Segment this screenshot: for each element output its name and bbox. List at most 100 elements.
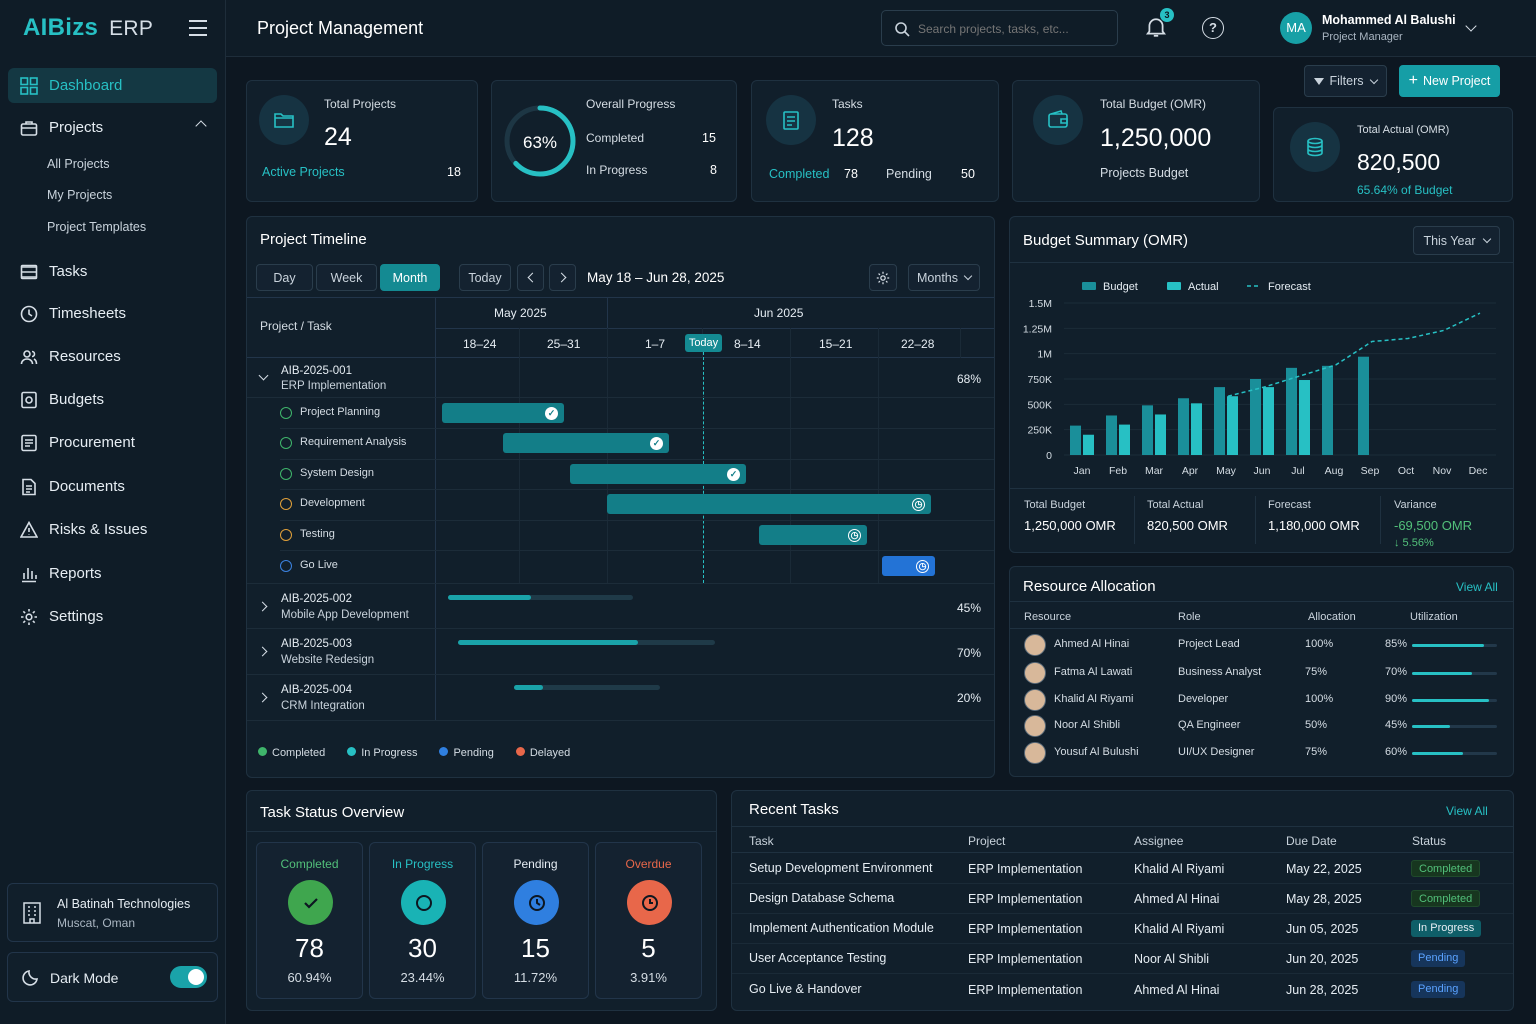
- bar-actual: [1191, 403, 1202, 455]
- search-icon: [895, 22, 910, 37]
- bell-icon: [1145, 18, 1167, 37]
- legend-item: Completed: [258, 747, 325, 759]
- progress-ring: [504, 105, 576, 177]
- forecast-total: Forecast 1,180,000 OMR: [1268, 499, 1360, 533]
- grid-divider: [247, 357, 994, 358]
- sidebar-item-risks-issues[interactable]: Risks & Issues: [8, 512, 217, 547]
- sidebar-item-reports[interactable]: Reports: [8, 556, 217, 591]
- sidebar-item-resources[interactable]: Resources: [8, 339, 217, 374]
- prev-button[interactable]: [517, 264, 544, 291]
- task-label[interactable]: Testing: [300, 528, 335, 540]
- company-card[interactable]: Al Batinah Technologies Muscat, Oman: [7, 883, 218, 942]
- grid-divider: [435, 328, 994, 329]
- view-month-button[interactable]: Month: [380, 264, 440, 291]
- gantt-bar-go-live[interactable]: ◷: [882, 556, 935, 576]
- menu-toggle-icon[interactable]: [189, 20, 207, 36]
- sidebar-item-timesheets[interactable]: Timesheets: [8, 296, 217, 331]
- view-all-link[interactable]: View All: [1456, 580, 1498, 594]
- gantt-bar-development[interactable]: ◷: [607, 494, 931, 514]
- moon-icon: [22, 970, 38, 986]
- task-assignee: Khalid Al Riyami: [1134, 862, 1225, 876]
- week-divider: [607, 328, 608, 583]
- today-button[interactable]: Today: [459, 264, 511, 291]
- document-icon: [22, 478, 36, 495]
- dark-mode-toggle[interactable]: [170, 966, 207, 988]
- task-label[interactable]: Go Live: [300, 559, 338, 571]
- sidebar-item-documents[interactable]: Documents: [8, 469, 217, 504]
- row-divider: [247, 583, 994, 584]
- sidebar-item-settings[interactable]: Settings: [8, 599, 217, 634]
- task-label[interactable]: Development: [300, 497, 365, 509]
- project-code[interactable]: AIB-2025-002: [281, 593, 352, 605]
- panel-divider: [1010, 488, 1513, 489]
- next-button[interactable]: [549, 264, 576, 291]
- gantt-bar-system-design[interactable]: ✓: [570, 464, 746, 484]
- period-select[interactable]: This Year: [1413, 226, 1500, 255]
- x-tick-label: Jul: [1291, 465, 1304, 477]
- avatar: [1024, 742, 1046, 764]
- scale-select[interactable]: Months: [908, 264, 980, 291]
- notifications-button[interactable]: 3: [1145, 8, 1174, 40]
- search-input[interactable]: [918, 19, 1110, 39]
- project-code[interactable]: AIB-2025-004: [281, 684, 352, 696]
- resource-role: UI/UX Designer: [1178, 746, 1255, 758]
- sidebar-item-tasks[interactable]: Tasks: [8, 254, 217, 289]
- filters-button[interactable]: Filters: [1304, 65, 1387, 97]
- coins-icon-wrap: [1290, 122, 1340, 172]
- status-card-completed[interactable]: Completed 78 60.94%: [256, 842, 363, 999]
- sidebar-subitem-my-projects[interactable]: My Projects: [47, 188, 113, 202]
- bar-actual: [1155, 414, 1166, 455]
- chevron-down-icon[interactable]: [1465, 20, 1477, 32]
- sidebar-item-procurement[interactable]: Procurement: [8, 425, 217, 460]
- brand-name: AIBizs: [23, 14, 99, 41]
- task-due-date: Jun 05, 2025: [1286, 922, 1359, 936]
- gantt-bar-testing[interactable]: ◷: [759, 525, 867, 545]
- sidebar-subitem-project-templates[interactable]: Project Templates: [47, 220, 147, 234]
- total-value: 820,500 OMR: [1147, 518, 1228, 533]
- task-label[interactable]: Requirement Analysis: [300, 436, 407, 448]
- gantt-bar-requirement-analysis[interactable]: ✓: [503, 433, 669, 453]
- bar-budget: [1178, 398, 1189, 455]
- gantt-bar-project-planning[interactable]: ✓: [442, 403, 564, 423]
- bar-budget: [1322, 365, 1333, 455]
- status-card-in-progress[interactable]: In Progress 30 23.44%: [369, 842, 476, 999]
- brand-logo[interactable]: AIBizs ERP: [23, 14, 153, 42]
- legend-dot: [347, 747, 357, 756]
- sidebar-item-label: Procurement: [49, 434, 135, 451]
- view-all-link[interactable]: View All: [1446, 804, 1488, 818]
- project-code[interactable]: AIB-2025-001: [281, 365, 352, 377]
- utilization-fill: [1412, 672, 1472, 675]
- task-label[interactable]: System Design: [300, 467, 374, 479]
- chevron-down-icon: [1369, 75, 1378, 84]
- new-project-button[interactable]: + New Project: [1399, 65, 1500, 97]
- gear-icon: [876, 271, 890, 284]
- search-box[interactable]: [881, 10, 1118, 46]
- sidebar-item-label: Resources: [49, 348, 121, 365]
- row-divider: [247, 720, 994, 721]
- avatar[interactable]: MA: [1280, 12, 1312, 44]
- sidebar-item-budgets[interactable]: Budgets: [8, 382, 217, 417]
- chevron-up-icon[interactable]: [195, 120, 207, 132]
- task-label[interactable]: Project Planning: [300, 406, 381, 418]
- view-day-button[interactable]: Day: [256, 264, 313, 291]
- task-project: ERP Implementation: [968, 892, 1083, 906]
- help-icon[interactable]: ?: [1202, 17, 1224, 39]
- column-header: Due Date: [1286, 834, 1337, 848]
- sidebar-item-projects[interactable]: Projects: [8, 110, 217, 145]
- resource-utilization: 90%: [1385, 693, 1408, 705]
- stat-value: 24: [324, 123, 352, 151]
- progress-icon: [401, 880, 446, 925]
- status-card-overdue[interactable]: Overdue 5 3.91%: [595, 842, 702, 999]
- sidebar-subitem-all-projects[interactable]: All Projects: [47, 157, 110, 171]
- row-divider: [732, 973, 1513, 974]
- tasks-card: Tasks 128 Completed 78 Pending 50: [751, 80, 999, 202]
- reports-icon: [22, 567, 37, 582]
- project-code[interactable]: AIB-2025-003: [281, 638, 352, 650]
- view-week-button[interactable]: Week: [316, 264, 377, 291]
- dark-mode-label: Dark Mode: [50, 970, 119, 986]
- sidebar-item-dashboard[interactable]: Dashboard: [8, 68, 217, 103]
- column-header: Project / Task: [260, 319, 332, 333]
- inprogress-label: In Progress: [586, 163, 648, 177]
- timeline-settings-button[interactable]: [869, 264, 897, 291]
- status-card-pending[interactable]: Pending 15 11.72%: [482, 842, 589, 999]
